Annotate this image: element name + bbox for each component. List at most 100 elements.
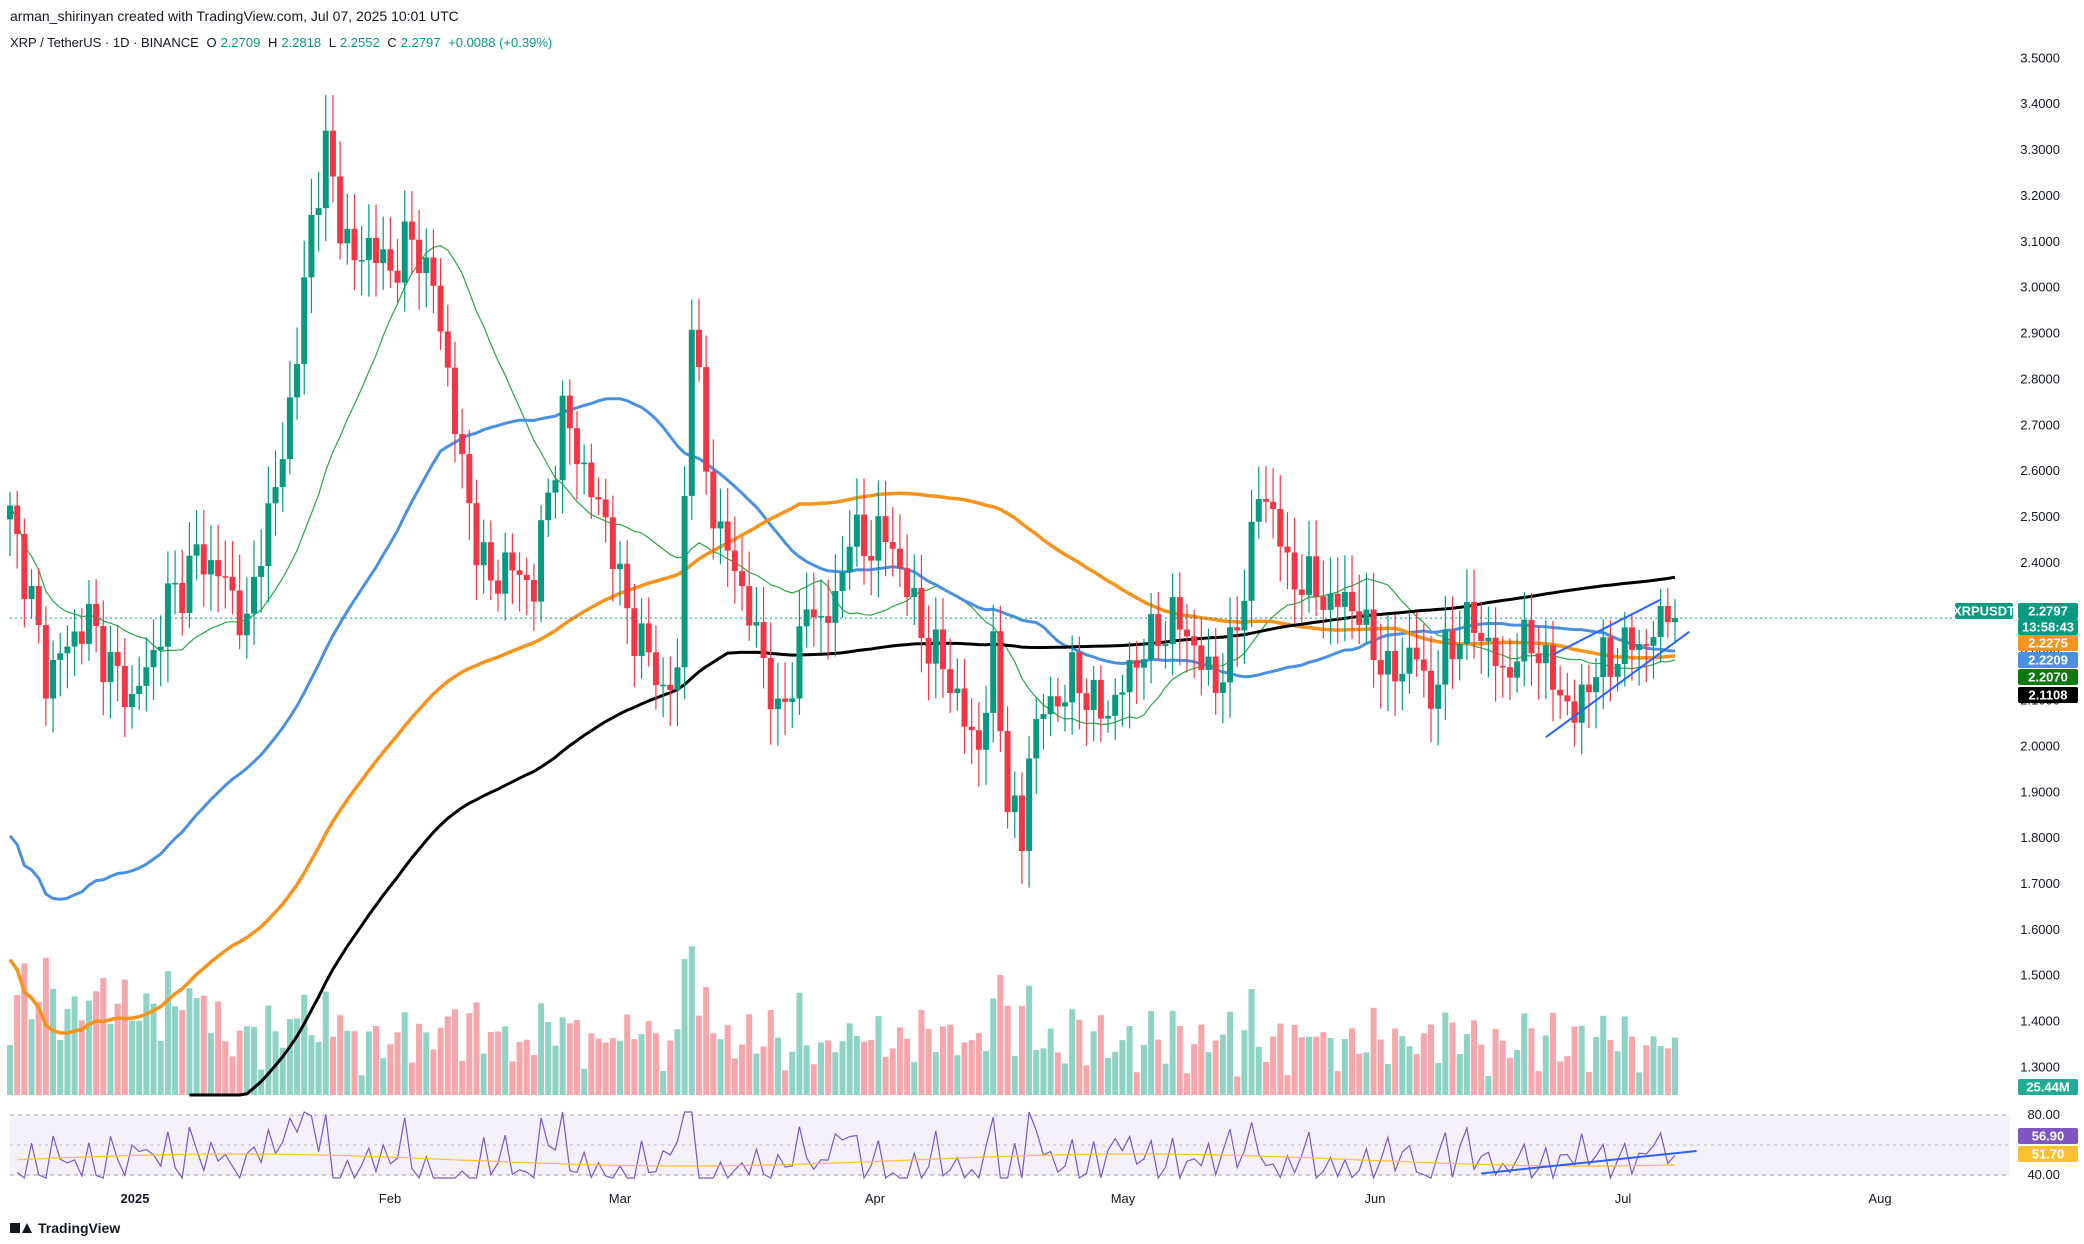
time-tick-label: Aug (1868, 1191, 1891, 1206)
candle-body (1212, 656, 1219, 693)
candle-body (1270, 501, 1277, 510)
candle-body (114, 652, 121, 666)
candle-body (1370, 609, 1377, 661)
candle-body (430, 257, 437, 286)
badge-rsi-ma-text: 51.70 (2032, 1147, 2065, 1162)
volume-bar (1191, 1044, 1198, 1095)
candle-body (609, 517, 616, 570)
candle-body (329, 130, 336, 177)
volume-bar (136, 1020, 143, 1095)
candle (1392, 614, 1399, 717)
candle (1549, 620, 1556, 722)
candle-body (1026, 758, 1033, 852)
volume-bar (911, 1062, 918, 1095)
candle (1593, 658, 1600, 729)
candle (1198, 618, 1205, 696)
candle-body (1628, 627, 1635, 650)
candle-body (164, 583, 171, 647)
volume-bar (380, 1058, 387, 1095)
volume-bar (1636, 1072, 1643, 1095)
candle-body (207, 560, 214, 575)
candle-body (825, 616, 832, 623)
volume-bar (1564, 1056, 1571, 1095)
price-tick-label: 1.7000 (2020, 876, 2060, 891)
candle-body (1061, 702, 1068, 707)
candle (495, 559, 502, 612)
candle (1011, 771, 1018, 839)
overlays (10, 598, 1955, 739)
volume-bar (1349, 1028, 1356, 1095)
candle (121, 638, 128, 738)
badge-rsi: 56.90 (2018, 1128, 2078, 1144)
volume-bar (1219, 1034, 1226, 1095)
ma-100-orange (8, 491, 1676, 1035)
candle-body (21, 534, 28, 600)
candle (1356, 574, 1363, 644)
candle-body (1478, 632, 1485, 642)
candle (1061, 684, 1068, 732)
candle-body (724, 521, 731, 551)
candle-body (688, 329, 695, 496)
volume-bar (1463, 1033, 1470, 1095)
low-key: L (328, 35, 336, 50)
volume-bar (466, 1013, 473, 1095)
candle-body (172, 582, 179, 585)
volume-bar (1506, 1057, 1513, 1095)
candle (1557, 666, 1564, 719)
candle (997, 605, 1004, 753)
candle-body (308, 215, 315, 278)
volume-bar (1169, 1010, 1176, 1095)
volume-bar (1593, 1036, 1600, 1095)
candle-body (1219, 682, 1226, 693)
volume-bar (1614, 1051, 1621, 1095)
symbol-name[interactable]: XRP / TetherUS · 1D · BINANCE (10, 35, 199, 50)
candle-body (243, 613, 250, 636)
volume-bar (279, 1047, 286, 1095)
candle-body (93, 603, 100, 627)
candle (1514, 633, 1521, 693)
candle-body (889, 542, 896, 549)
volume-bar (430, 1049, 437, 1095)
candle (279, 422, 286, 512)
volume-bar (861, 1041, 868, 1095)
candle (193, 510, 200, 581)
price-axis[interactable]: 3.5000 3.4000 3.3000 3.2000 3.1000 3.0000 2.90… (2020, 50, 2060, 1182)
volume-bar (1105, 1057, 1112, 1095)
candle (186, 522, 193, 628)
candle (1427, 635, 1434, 743)
candle (1255, 466, 1262, 539)
volume-bar (896, 1027, 903, 1095)
candle (1621, 612, 1628, 687)
volume-bar (918, 1009, 925, 1095)
candle (523, 557, 530, 616)
candle-body (997, 631, 1004, 732)
candle-body (394, 270, 401, 283)
volume-bar (1435, 1063, 1442, 1095)
candle (746, 551, 753, 641)
volume-bar (724, 1025, 731, 1095)
rsi-pane (10, 1111, 2010, 1181)
candle (1270, 468, 1277, 539)
time-axis[interactable]: 2025 Feb Mar Apr May Jun Jul Aug (121, 1191, 1892, 1206)
time-tick-label: Mar (609, 1191, 632, 1206)
candle-body (451, 367, 458, 435)
volume-bar (93, 991, 100, 1095)
volume-bar (523, 1039, 530, 1095)
candle-body (1585, 684, 1592, 693)
tradingview-logo[interactable]: TradingView (10, 1220, 120, 1236)
volume-bar (1148, 1010, 1155, 1095)
volume-bar (588, 1033, 595, 1095)
candle-body (1600, 637, 1607, 678)
volume-bar (746, 1014, 753, 1095)
badge-ma-black-text: 2.1108 (2028, 688, 2067, 703)
candle-body (387, 249, 394, 271)
candle (179, 549, 186, 636)
candle (516, 552, 523, 612)
volume-bar (408, 1062, 415, 1095)
open-key: O (206, 35, 217, 50)
volume-bar (286, 1019, 293, 1095)
candle-body (875, 516, 882, 561)
candle-body (1255, 499, 1262, 522)
volume-bar (423, 1032, 430, 1095)
